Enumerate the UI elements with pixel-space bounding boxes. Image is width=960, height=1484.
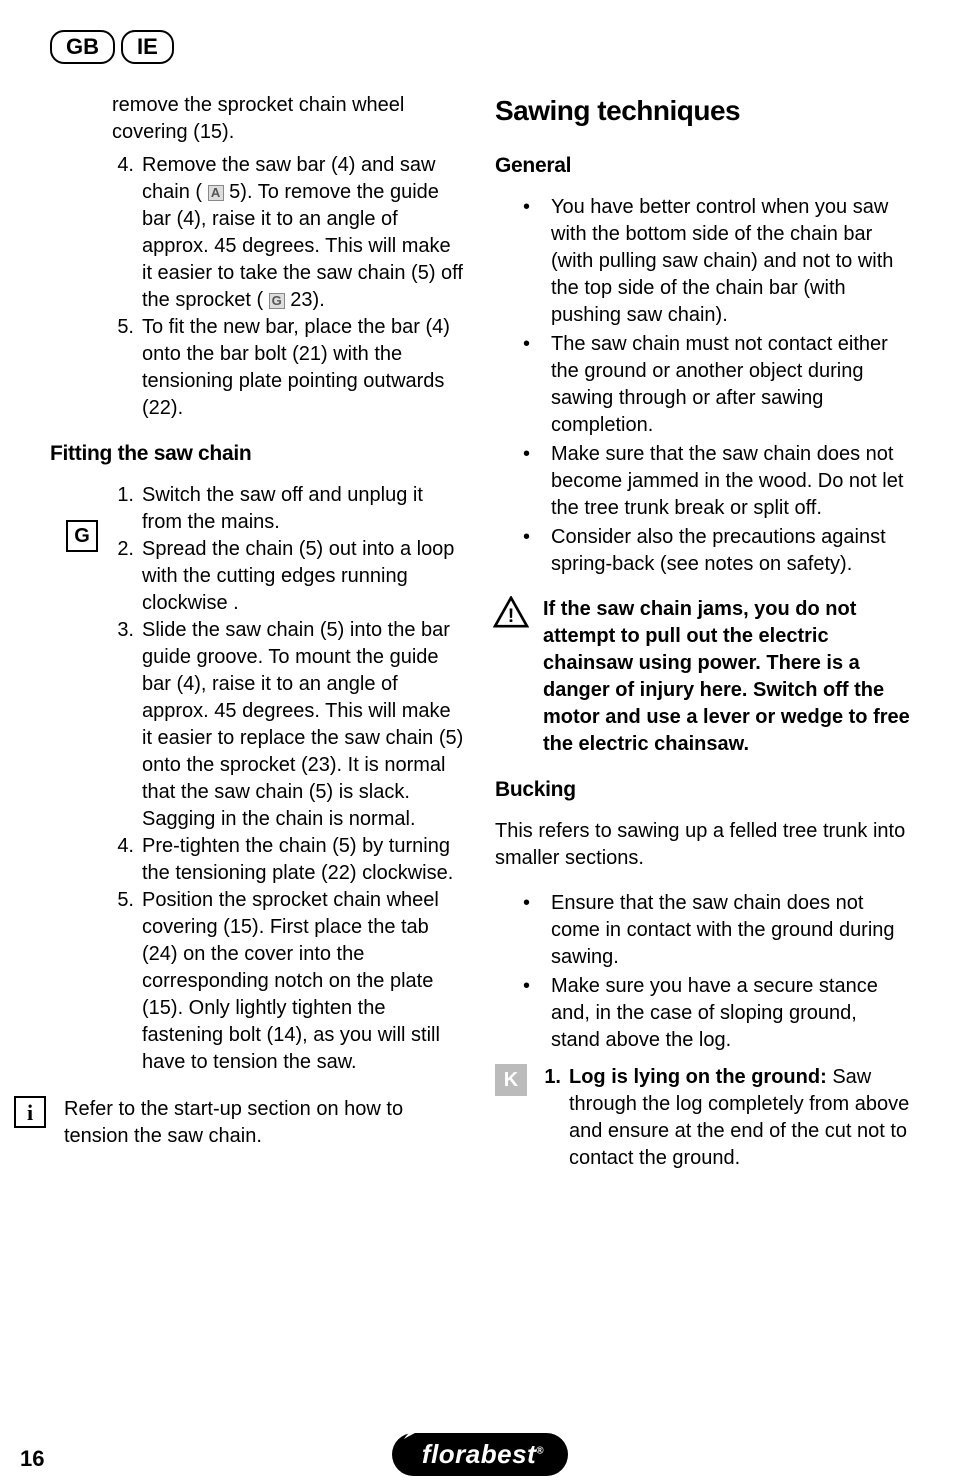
- ref-g-icon: G: [269, 293, 285, 309]
- bullet-icon: •: [523, 524, 551, 578]
- b1: Ensure that the saw chain does not come …: [551, 890, 910, 971]
- list-num: 4.: [112, 833, 142, 887]
- bullet-icon: •: [523, 441, 551, 522]
- list-num: 4.: [112, 152, 142, 314]
- left-column: remove the sprocket chain wheel covering…: [50, 92, 465, 1172]
- f4: Pre-tighten the chain (5) by turning the…: [142, 833, 465, 887]
- ref-a-icon: A: [208, 185, 224, 201]
- info-icon: i: [14, 1096, 46, 1128]
- bullet-icon: •: [523, 973, 551, 1054]
- list-num: 2.: [112, 536, 142, 617]
- bucking-heading: Bucking: [495, 776, 910, 804]
- side-g-icon: G: [66, 520, 98, 552]
- sawing-heading: Sawing techniques: [495, 92, 910, 130]
- bullet-icon: •: [523, 331, 551, 439]
- badge-ie: IE: [121, 30, 174, 64]
- k1-body: Log is lying on the ground: Saw through …: [569, 1064, 910, 1172]
- warning-text: If the saw chain jams, you do not attemp…: [543, 596, 910, 758]
- bullet-icon: •: [523, 890, 551, 971]
- bucking-intro: This refers to sawing up a felled tree t…: [495, 818, 910, 872]
- bullet-icon: •: [523, 194, 551, 329]
- country-badges: GB IE: [50, 30, 910, 64]
- f3: Slide the saw chain (5) into the bar gui…: [142, 617, 465, 833]
- fitting-heading: Fitting the saw chain: [50, 440, 465, 468]
- right-column: Sawing techniques General •You have bett…: [495, 92, 910, 1172]
- f5: Position the sprocket chain wheel coveri…: [142, 887, 465, 1076]
- list-num: 1.: [539, 1064, 569, 1172]
- warning-icon: !: [493, 596, 529, 628]
- ref-k-icon: K: [495, 1064, 527, 1096]
- page-number: 16: [20, 1446, 44, 1472]
- b2: Make sure you have a secure stance and, …: [551, 973, 910, 1054]
- list-num: 1.: [112, 482, 142, 536]
- item4-text: Remove the saw bar (4) and saw chain ( A…: [142, 152, 465, 314]
- badge-gb: GB: [50, 30, 115, 64]
- intro-continuation: remove the sprocket chain wheel covering…: [112, 94, 404, 143]
- svg-text:!: !: [508, 605, 515, 627]
- k1-title: Log is lying on the ground:: [569, 1066, 827, 1088]
- list-num: 5.: [112, 887, 142, 1076]
- leaf-icon: [402, 1427, 422, 1441]
- list-num: 5.: [112, 314, 142, 422]
- brand-logo: florabest®: [392, 1433, 568, 1476]
- f1: Switch the saw off and unplug it from th…: [142, 482, 465, 536]
- registered-icon: ®: [536, 1445, 544, 1456]
- footer: 16 florabest®: [0, 1424, 960, 1484]
- g3: Make sure that the saw chain does not be…: [551, 441, 910, 522]
- g4: Consider also the precautions against sp…: [551, 524, 910, 578]
- list-num: 3.: [112, 617, 142, 833]
- item5-text: To fit the new bar, place the bar (4) on…: [142, 314, 465, 422]
- g1: You have better control when you saw wit…: [551, 194, 910, 329]
- g2: The saw chain must not contact either th…: [551, 331, 910, 439]
- info-text: Refer to the start-up section on how to …: [64, 1096, 465, 1150]
- general-heading: General: [495, 152, 910, 180]
- f2: Spread the chain (5) out into a loop wit…: [142, 536, 465, 617]
